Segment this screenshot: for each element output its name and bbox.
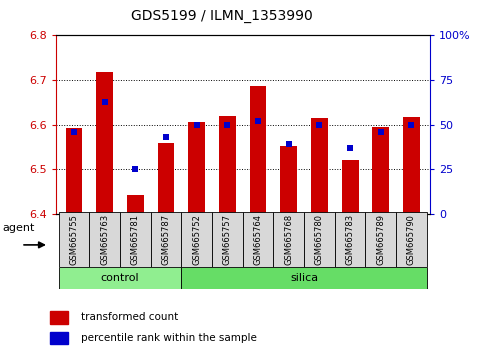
Text: control: control (100, 273, 139, 282)
Text: GSM665783: GSM665783 (346, 214, 355, 266)
FancyBboxPatch shape (58, 267, 181, 289)
Bar (188, 122, 205, 214)
Text: GSM665787: GSM665787 (161, 214, 170, 266)
Bar (66, 129, 83, 214)
Text: transformed count: transformed count (81, 312, 178, 322)
Text: silica: silica (290, 273, 318, 282)
FancyBboxPatch shape (304, 212, 335, 267)
Bar (127, 195, 144, 214)
Text: GSM665763: GSM665763 (100, 214, 109, 266)
Text: GSM665764: GSM665764 (254, 214, 263, 266)
FancyBboxPatch shape (212, 212, 243, 267)
FancyBboxPatch shape (151, 212, 181, 267)
FancyBboxPatch shape (273, 212, 304, 267)
Bar (250, 86, 267, 214)
Bar (96, 72, 113, 214)
Text: GSM665780: GSM665780 (315, 214, 324, 266)
Bar (311, 118, 328, 214)
Bar (372, 127, 389, 214)
FancyBboxPatch shape (89, 212, 120, 267)
Bar (403, 117, 420, 214)
FancyBboxPatch shape (120, 212, 151, 267)
Bar (50, 311, 68, 324)
Text: GSM665752: GSM665752 (192, 215, 201, 265)
Text: GSM665757: GSM665757 (223, 214, 232, 266)
Bar (219, 116, 236, 214)
Text: GSM665768: GSM665768 (284, 214, 293, 266)
FancyBboxPatch shape (181, 267, 427, 289)
Text: GSM665755: GSM665755 (70, 215, 78, 265)
Bar (50, 332, 68, 344)
Text: GDS5199 / ILMN_1353990: GDS5199 / ILMN_1353990 (131, 9, 313, 23)
FancyBboxPatch shape (366, 212, 396, 267)
Text: GSM665790: GSM665790 (407, 215, 416, 265)
Bar (157, 143, 174, 214)
Text: GSM665789: GSM665789 (376, 214, 385, 266)
Text: percentile rank within the sample: percentile rank within the sample (81, 333, 256, 343)
FancyBboxPatch shape (396, 212, 427, 267)
Bar (341, 160, 358, 214)
Bar (280, 146, 297, 214)
FancyBboxPatch shape (181, 212, 212, 267)
FancyBboxPatch shape (243, 212, 273, 267)
FancyBboxPatch shape (335, 212, 366, 267)
FancyBboxPatch shape (58, 212, 89, 267)
Text: agent: agent (3, 223, 35, 233)
Text: GSM665781: GSM665781 (131, 214, 140, 266)
